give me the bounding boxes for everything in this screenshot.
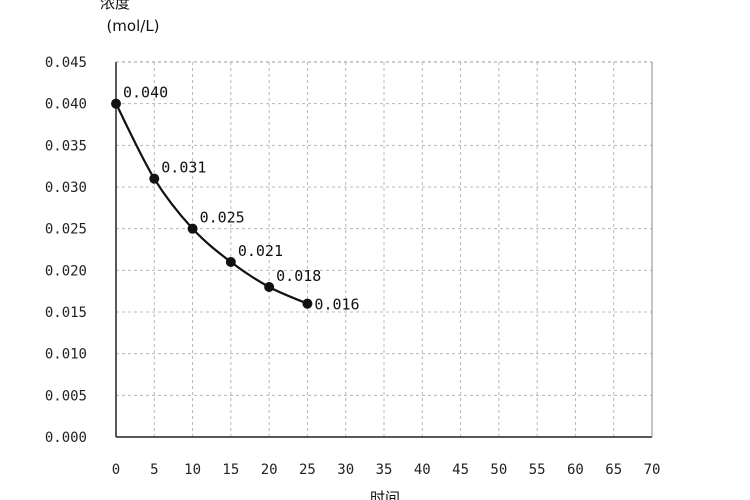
y-axis-title: 浓度 bbox=[100, 0, 130, 12]
x-tick-label: 40 bbox=[414, 462, 431, 478]
y-tick-label: 0.015 bbox=[45, 305, 87, 321]
y-tick-label: 0.035 bbox=[45, 138, 87, 154]
data-label: 0.021 bbox=[238, 242, 283, 260]
data-label: 0.025 bbox=[200, 209, 245, 227]
x-tick-label: 0 bbox=[112, 462, 120, 478]
data-series bbox=[111, 98, 313, 309]
y-tick-label: 0.005 bbox=[45, 388, 87, 404]
x-tick-label: 5 bbox=[150, 462, 158, 478]
data-point bbox=[111, 98, 121, 109]
data-point bbox=[225, 257, 236, 267]
x-tick-label: 30 bbox=[337, 462, 354, 478]
data-label: 0.040 bbox=[123, 84, 168, 102]
y-tick-label: 0.040 bbox=[45, 97, 87, 113]
y-tick-labels: 0.000 0.005 0.010 0.015 0.020 0.025 0.030 0.035… bbox=[45, 55, 87, 446]
x-tick-labels: 0 5 10 15 20 25 30 35 40 45 50 55 60 65 70 bbox=[112, 462, 661, 478]
data-point bbox=[187, 223, 198, 234]
y-tick-label: 0.045 bbox=[45, 55, 87, 71]
x-axis-title: 时间 bbox=[370, 489, 400, 500]
y-tick-label: 0.030 bbox=[45, 180, 87, 196]
x-tick-label: 35 bbox=[376, 462, 393, 478]
x-tick-label: 55 bbox=[529, 462, 546, 478]
y-tick-label: 0.025 bbox=[45, 222, 87, 238]
data-label: 0.016 bbox=[314, 296, 359, 314]
data-point bbox=[264, 282, 275, 292]
x-tick-label: 10 bbox=[184, 462, 201, 478]
grid-lines bbox=[116, 61, 653, 437]
x-tick-label: 15 bbox=[222, 462, 239, 478]
data-point bbox=[302, 298, 313, 309]
y-tick-label: 0.020 bbox=[45, 263, 87, 279]
x-tick-label: 60 bbox=[567, 462, 584, 478]
x-tick-label: 50 bbox=[490, 462, 507, 478]
x-tick-label: 20 bbox=[261, 462, 278, 478]
x-tick-label: 45 bbox=[452, 462, 469, 478]
x-tick-label: 70 bbox=[644, 462, 661, 478]
x-tick-label: 25 bbox=[299, 462, 316, 478]
y-axis-unit: (mol/L) bbox=[106, 17, 159, 35]
y-tick-label: 0.010 bbox=[45, 347, 87, 363]
data-point bbox=[149, 173, 160, 184]
x-tick-label: 65 bbox=[605, 462, 622, 478]
data-labels: 0.040 0.031 0.025 0.021 0.018 0.016 bbox=[123, 84, 360, 314]
data-label: 0.031 bbox=[161, 159, 206, 177]
y-tick-label: 0.000 bbox=[45, 430, 87, 446]
axes bbox=[115, 61, 653, 438]
data-label: 0.018 bbox=[276, 267, 321, 285]
